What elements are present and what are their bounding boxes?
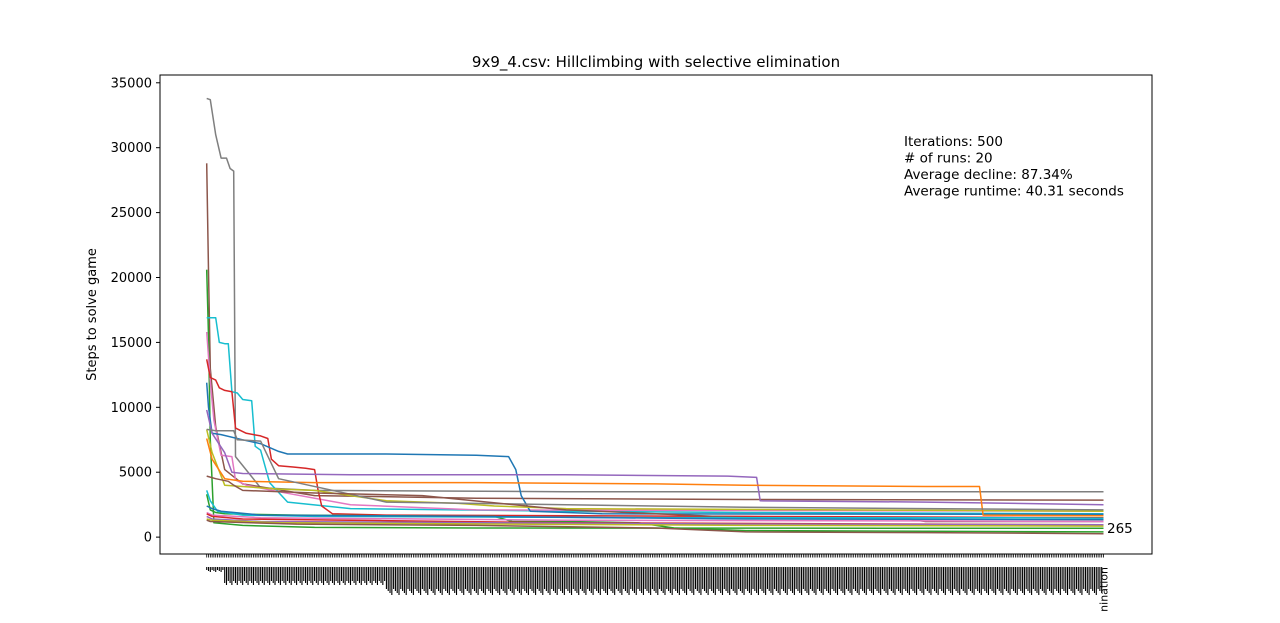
series-line — [206, 511, 1104, 523]
series-line — [205, 409, 1104, 506]
y-tick-label: 25000 — [111, 206, 152, 221]
annotation-line: Average runtime: 40.31 seconds — [904, 184, 1124, 200]
series-lines — [205, 97, 1104, 535]
series-line — [206, 316, 1104, 515]
annotation-line: Average decline: 87.34% — [904, 167, 1073, 183]
y-tick-label: 5000 — [119, 466, 152, 481]
series-line — [206, 518, 1104, 527]
y-tick-label: 10000 — [111, 401, 152, 416]
x-tick-marks — [206, 554, 1104, 558]
x-tick-label-marks — [206, 567, 1103, 595]
annotation-line: Iterations: 500 — [904, 134, 1003, 150]
series-line — [205, 163, 1104, 501]
y-axis-label: Steps to solve game — [85, 248, 100, 381]
x-tick-label-last: nination — [1098, 567, 1111, 612]
series-line — [205, 429, 1104, 512]
series-line — [205, 359, 1104, 519]
annotation-line: # of runs: 20 — [904, 151, 993, 167]
y-tick-label: 30000 — [111, 141, 152, 156]
series-line — [206, 97, 1104, 493]
y-tick-label: 0 — [144, 531, 152, 546]
end-value-label: 265 — [1107, 521, 1133, 537]
y-tick-label: 20000 — [111, 271, 152, 286]
series-line — [206, 428, 1104, 511]
y-tick-label: 15000 — [111, 336, 152, 351]
series-line — [205, 438, 1104, 517]
series-line — [206, 505, 1104, 521]
x-axis — [206, 554, 1104, 595]
chart-title: 9x9_4.csv: Hillclimbing with selective e… — [472, 53, 840, 72]
y-tick-label: 35000 — [111, 76, 152, 91]
series-line — [206, 519, 1104, 535]
y-axis: 0 5000 10000 15000 20000 25000 30000 35000 — [111, 76, 160, 546]
